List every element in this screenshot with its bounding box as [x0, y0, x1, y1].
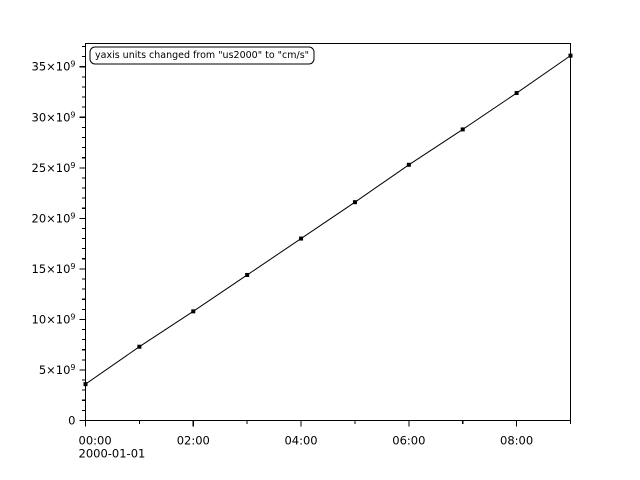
data-point-marker [191, 309, 196, 314]
x-tick-label: 08:00 [500, 434, 533, 448]
x-tick-label: 06:00 [392, 434, 425, 448]
data-point-marker [406, 162, 411, 167]
series-line [85, 55, 571, 385]
data-point-marker [352, 200, 357, 205]
x-tick-label: 00:00 [79, 434, 112, 448]
y-tick-label: 35×109 [32, 60, 76, 74]
data-point-marker [568, 53, 573, 58]
x-tick-label: 04:00 [284, 434, 317, 448]
y-tick-label: 25×109 [32, 161, 76, 175]
data-point-marker [514, 91, 519, 96]
y-axis-ticks [79, 45, 86, 422]
x-axis-ticks [84, 410, 572, 427]
y-tick-label: 0 [68, 414, 75, 428]
data-series [83, 53, 573, 387]
annotation-label: yaxis units changed from "us2000" to "cm… [95, 50, 309, 61]
x-axis-date-label: 2000-01-01 [79, 447, 146, 461]
data-point-marker [137, 344, 142, 349]
data-point-marker [245, 272, 250, 277]
y-tick-label: 30×109 [32, 110, 76, 124]
x-tick-label: 02:00 [177, 434, 210, 448]
y-tick-label: 10×109 [32, 312, 76, 326]
data-point-marker [299, 236, 304, 241]
x-axis-tick-labels: 00:00 02:00 04:00 06:00 08:00 [79, 434, 534, 448]
y-tick-label: 5×109 [39, 363, 76, 377]
data-point-marker [83, 382, 88, 387]
data-point-marker [460, 127, 465, 132]
annotation-box [89, 46, 315, 65]
y-axis-tick-labels: 0 5×109 10×109 15×109 20×109 25×109 30×109 35×1… [32, 60, 76, 428]
y-tick-label: 15×109 [32, 262, 76, 276]
y-tick-label: 20×109 [32, 211, 76, 225]
annotation-callout: yaxis units changed from "us2000" to "cm… [89, 46, 315, 65]
